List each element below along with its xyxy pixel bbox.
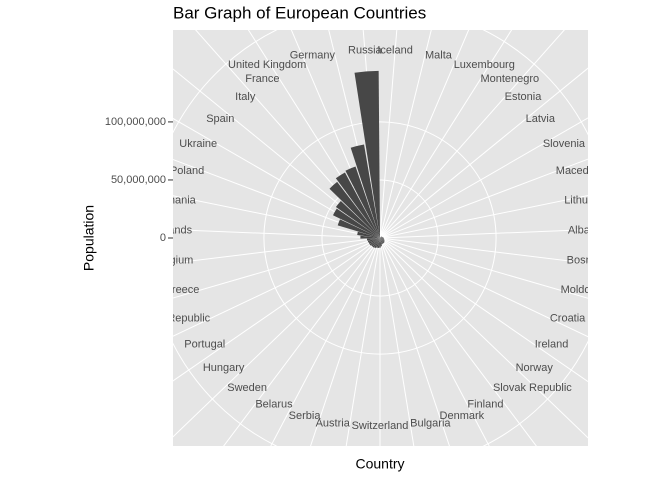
x-tick-label: Switzerland	[352, 420, 409, 432]
x-tick-label: Greece	[163, 284, 199, 296]
x-tick-label: Slovak Republic	[493, 382, 572, 394]
x-tick-label: Belgium	[154, 255, 194, 267]
x-tick-label: Germany	[290, 49, 336, 61]
y-tick-label: 100,000,000	[105, 116, 166, 128]
x-tick-label: Malta	[425, 49, 453, 61]
x-tick-label: Ireland	[535, 339, 569, 351]
x-tick-label: Ukraine	[179, 138, 217, 150]
x-tick-label: Belarus	[255, 398, 293, 410]
x-tick-label: Moldova	[561, 284, 603, 296]
x-tick-label: Czech Republic	[133, 313, 211, 325]
x-tick-label: Bosnia and Herzegovina	[567, 255, 672, 267]
x-tick-label: Portugal	[184, 339, 225, 351]
x-tick-label: Sweden	[227, 382, 267, 394]
x-tick-label: Austria	[316, 417, 351, 429]
x-tick-label: Croatia	[550, 313, 586, 325]
x-axis-title: Country	[355, 456, 404, 472]
y-axis-title: Population	[81, 205, 97, 271]
x-tick-label: Russia	[348, 45, 383, 57]
x-tick-label: Italy	[235, 91, 256, 103]
x-tick-label: Romania	[152, 194, 197, 206]
x-tick-label: Luxembourg	[454, 59, 515, 71]
chart-title: Bar Graph of European Countries	[173, 3, 426, 22]
x-tick-label: Estonia	[505, 91, 543, 103]
x-tick-label: Spain	[206, 113, 234, 125]
x-tick-label: Norway	[516, 362, 554, 374]
x-tick-label: Slovenia	[543, 138, 586, 150]
x-tick-label: Hungary	[203, 362, 245, 374]
x-tick-label: Macedonia, FYR	[556, 165, 638, 177]
x-tick-label: Bulgaria	[410, 417, 451, 429]
y-tick-label: 50,000,000	[111, 174, 166, 186]
x-tick-label: Finland	[467, 398, 503, 410]
x-tick-label: Serbia	[289, 410, 322, 422]
x-tick-label: Iceland	[377, 45, 412, 57]
y-tick-label: 0	[160, 232, 166, 244]
x-tick-label: Montenegro	[480, 73, 539, 85]
x-tick-label: Poland	[170, 165, 204, 177]
x-tick-label: France	[245, 73, 279, 85]
x-tick-label: Albania	[568, 224, 606, 236]
x-tick-label: Lithuania	[564, 194, 610, 206]
x-tick-label: Latvia	[526, 113, 556, 125]
